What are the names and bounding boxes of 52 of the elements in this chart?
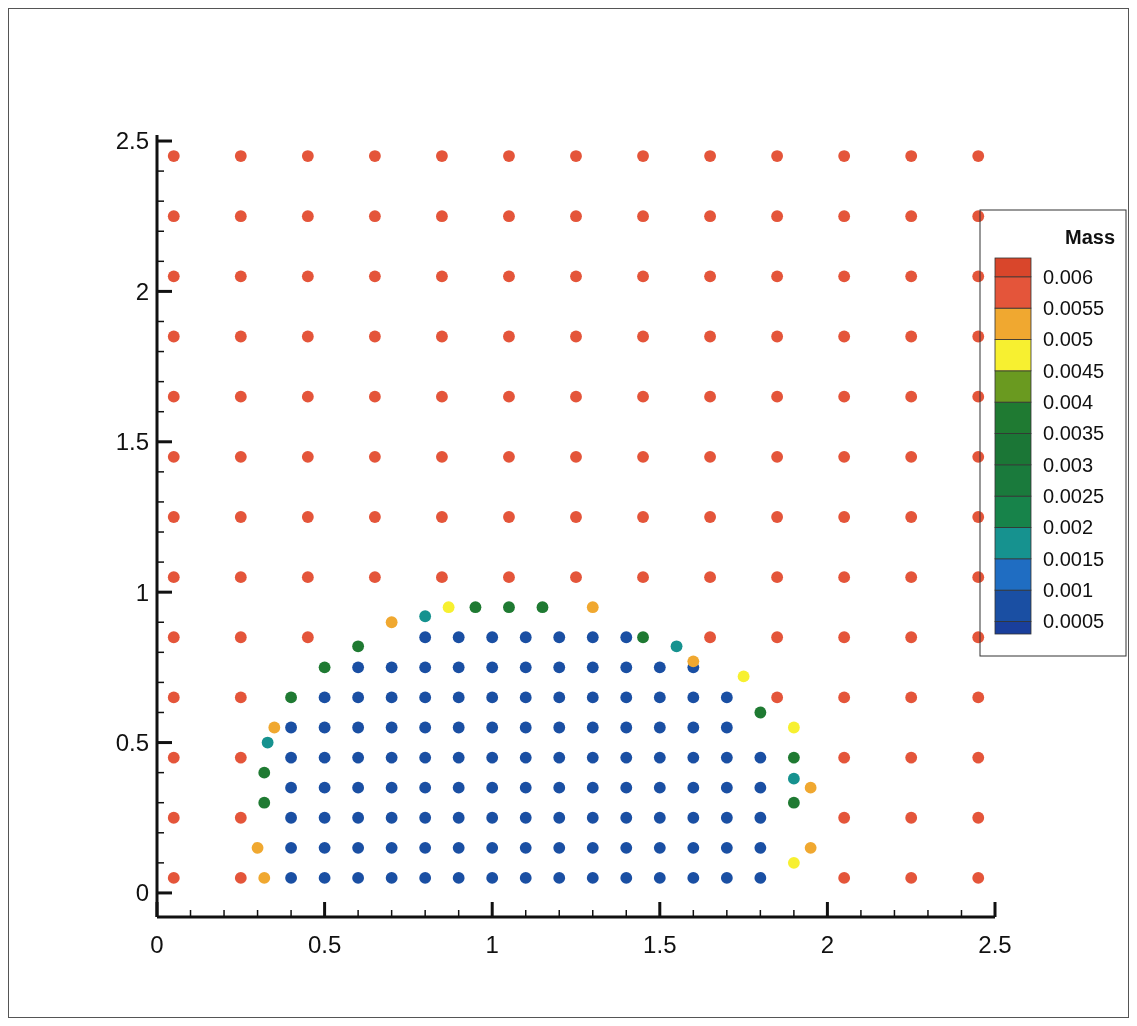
y-tick-label: 2.5 — [115, 127, 149, 155]
point — [536, 601, 549, 614]
x-tick-label: 1.5 — [643, 931, 677, 958]
point — [268, 721, 281, 734]
x-tick-label: 1 — [485, 931, 499, 958]
x-tick-label: 0.5 — [307, 931, 342, 958]
color-bar-label: 0.001 — [1043, 579, 1094, 602]
point — [687, 655, 700, 668]
point — [754, 706, 767, 719]
point — [258, 871, 271, 884]
color-bar-label: 0.0015 — [1043, 547, 1105, 570]
point — [285, 691, 297, 704]
color-bar-label: 0.003 — [1043, 453, 1094, 476]
color-bar-label: 0.006 — [1043, 265, 1094, 288]
point — [586, 601, 599, 614]
point — [258, 766, 271, 779]
y-tick-label: 0.5 — [115, 728, 149, 756]
point — [385, 616, 398, 629]
x-tick-label: 2.5 — [978, 931, 1012, 958]
y-tick-label: 0 — [135, 879, 149, 907]
point — [469, 601, 482, 614]
point — [787, 772, 800, 785]
point — [503, 601, 515, 614]
color-bar-label: 0.0005 — [1043, 610, 1105, 633]
point — [804, 781, 817, 794]
point — [261, 736, 274, 749]
point — [787, 856, 800, 869]
point — [637, 631, 649, 644]
point — [318, 661, 331, 674]
color-bar-label: 0.0045 — [1043, 359, 1105, 382]
color-bar-label: 0.004 — [1043, 391, 1094, 414]
point — [670, 640, 683, 653]
point — [419, 610, 432, 623]
color-bar-label: 0.002 — [1043, 516, 1094, 539]
y-tick-label: 2 — [135, 277, 149, 305]
y-tick-label: 1 — [135, 578, 149, 606]
point — [787, 796, 800, 809]
color-bar-label: 0.0055 — [1043, 297, 1105, 320]
point — [251, 841, 264, 854]
y-tick-label: 1.5 — [115, 428, 149, 456]
point — [442, 601, 455, 614]
color-bar-label: 0.0035 — [1043, 422, 1105, 445]
point — [737, 670, 750, 683]
point — [804, 841, 817, 854]
x-tick-label: 2 — [820, 931, 835, 958]
color-bar-label: 0.005 — [1043, 328, 1094, 351]
point — [352, 640, 365, 653]
point — [787, 721, 800, 734]
color-bar-title: Mass — [1064, 226, 1116, 248]
point — [787, 751, 800, 764]
color-bar-label: 0.0025 — [1043, 485, 1105, 508]
point — [258, 796, 271, 809]
